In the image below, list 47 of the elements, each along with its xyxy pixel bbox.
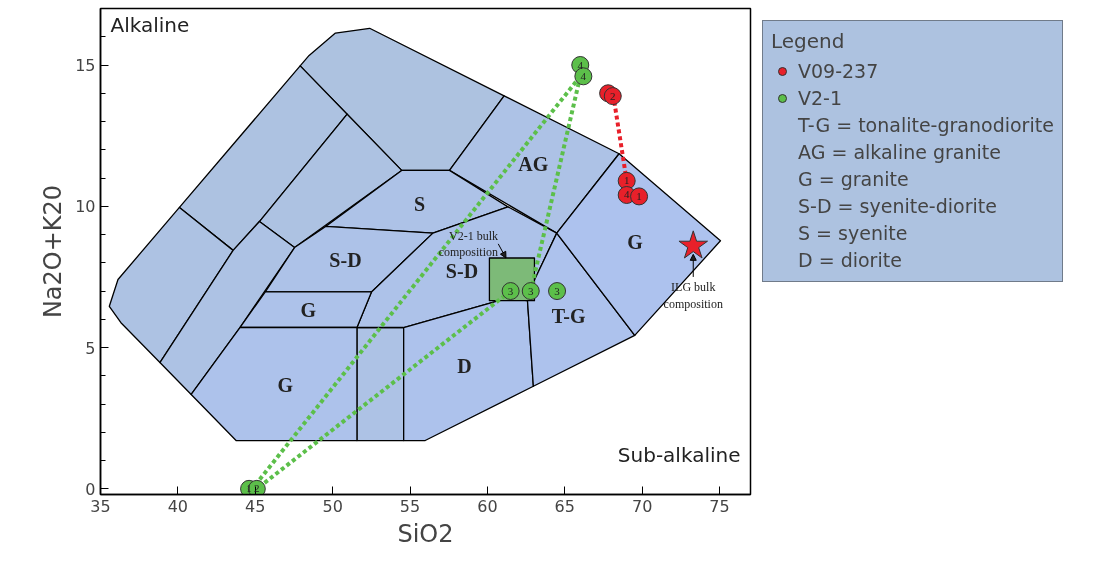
series-label: S-D (329, 249, 362, 272)
series-label: D (457, 354, 472, 377)
y-tick-label: 0 (85, 479, 96, 499)
series-label: T-G (551, 304, 586, 327)
x-tick-label: 60 (477, 496, 498, 516)
series-label: G (300, 299, 317, 321)
annotation: Sub-alkaline (617, 442, 741, 467)
y-axis-title: Na2O+K20 (39, 184, 68, 319)
text: AG = alkaline granite (798, 140, 1001, 165)
x-tick-label: 70 (631, 496, 653, 516)
annotation: V2-1 bulk composition (438, 228, 498, 260)
x-tick-label: 35 (90, 496, 111, 516)
series-label: S (413, 192, 426, 215)
legend-label: V2-1 (798, 86, 843, 111)
x-tick-label: 50 (322, 496, 343, 516)
x-tick-label: 65 (554, 496, 575, 516)
x-tick-label: 45 (245, 496, 266, 516)
annotation: 2 (254, 482, 260, 495)
annotation: Alkaline (110, 12, 190, 37)
x-tick-label: 75 (709, 496, 730, 516)
y-tick-label: 10 (75, 197, 96, 217)
text: T-G = tonalite-granodiorite (798, 113, 1054, 138)
text: D = diorite (798, 248, 902, 273)
annotation: 4 (623, 188, 630, 201)
x-tick-label: 40 (167, 496, 189, 516)
series-label: AG (518, 152, 549, 175)
x-tick-label: 55 (399, 496, 421, 516)
series-label: G (627, 231, 644, 254)
annotation: 3 (527, 284, 534, 297)
legend-label: V09-237 (798, 59, 879, 84)
annotation: 4 (577, 58, 584, 71)
y-tick-label: 15 (75, 56, 96, 76)
x-axis-title: SiO2 (397, 519, 454, 548)
annotation: 1 (636, 189, 642, 202)
text: G = granite (798, 167, 909, 192)
text: S-D = syenite-diorite (798, 194, 997, 219)
annotation: 3 (507, 284, 514, 297)
annotation: 3 (554, 284, 561, 297)
series-label: S-D (445, 259, 479, 282)
legend-title: Legend (771, 29, 846, 53)
annotation: 4 (580, 69, 587, 82)
series-label: G (277, 373, 294, 396)
annotation: 2 (610, 89, 616, 102)
annotation: 1 (246, 482, 252, 495)
y-tick-label: 5 (85, 338, 96, 358)
annotation: 1 (623, 174, 630, 187)
text: S = syenite (798, 221, 908, 246)
